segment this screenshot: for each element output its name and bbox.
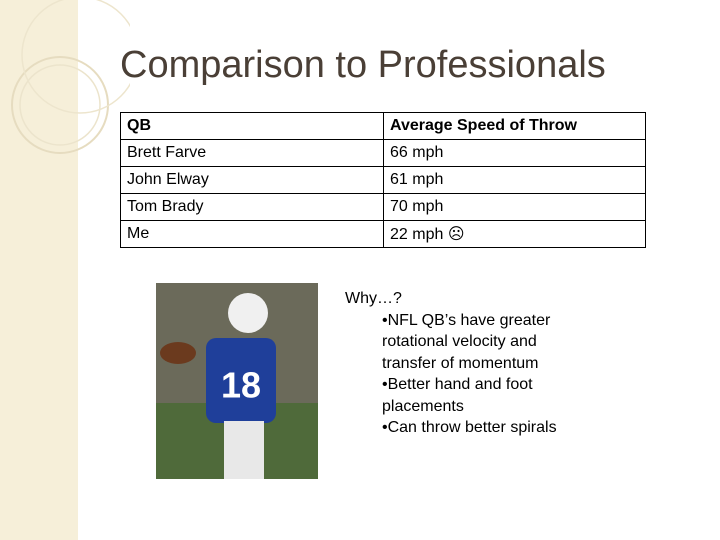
row: Brett Farve 66 mph — [120, 139, 646, 167]
row: John Elway 61 mph — [120, 166, 646, 194]
header-cell: QB — [120, 112, 384, 140]
comparison-table: QB Average Speed of Throw Brett Farve 66 … — [120, 112, 646, 248]
bullet: •Better hand and foot placements — [382, 376, 533, 415]
cell: Me — [120, 220, 384, 248]
header-row: QB Average Speed of Throw — [120, 112, 646, 140]
cell: 66 mph — [383, 139, 646, 167]
bullet: •Can throw better spirals — [382, 419, 557, 436]
cell: 61 mph — [383, 166, 646, 194]
cell: 22 mph ☹ — [383, 220, 646, 248]
slide-title: Comparison to Professionals — [120, 44, 606, 86]
row: Me 22 mph ☹ — [120, 220, 646, 248]
header-cell: Average Speed of Throw — [383, 112, 646, 140]
svg-text:18: 18 — [221, 365, 261, 406]
decor-strip — [0, 0, 78, 540]
cell: Brett Farve — [120, 139, 384, 167]
decor-circles — [11, 0, 130, 154]
cell: John Elway — [120, 166, 384, 194]
row: Tom Brady 70 mph — [120, 193, 646, 221]
bullet: •NFL QB’s have greater rotational veloci… — [382, 311, 551, 372]
cell: 70 mph — [383, 193, 646, 221]
notes: Why…? •NFL QB’s have greater rotational … — [345, 288, 582, 439]
cell: Tom Brady — [120, 193, 384, 221]
player-photo: 18 — [156, 283, 318, 479]
notes-heading: Why…? — [345, 290, 402, 307]
